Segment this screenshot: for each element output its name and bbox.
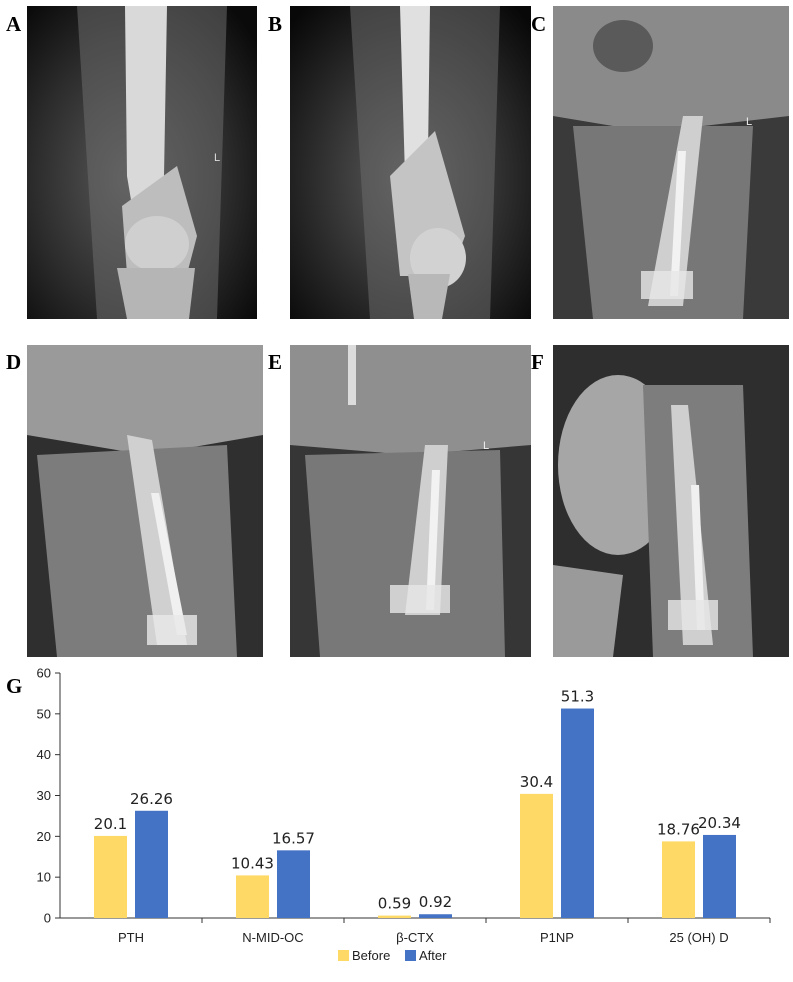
- bar-after: [135, 810, 168, 918]
- data-label: 10.43: [231, 854, 274, 872]
- y-tick-label: 50: [37, 706, 51, 721]
- xray-panel-e: L: [290, 345, 531, 657]
- panel-label-b: B: [268, 12, 283, 36]
- x-tick-label: PTH: [118, 930, 144, 945]
- side-marker-c: L: [746, 116, 753, 128]
- panel-label-f: F: [531, 350, 544, 374]
- x-tick-label: N-MID-OC: [242, 930, 303, 945]
- panel-label-a: A: [6, 12, 22, 36]
- y-tick-label: 30: [37, 788, 51, 803]
- xray-image-a: [27, 6, 257, 319]
- bar-after: [277, 850, 310, 918]
- xray-panel-c: L: [553, 6, 789, 319]
- xray-panel-b: [290, 6, 531, 319]
- xray-panel-a: L: [27, 6, 257, 319]
- bar-after: [703, 834, 736, 918]
- data-label: 51.3: [561, 688, 594, 706]
- bar-before: [662, 841, 695, 918]
- side-marker-a: L: [214, 152, 221, 164]
- bar-after: [419, 914, 452, 918]
- bar-before: [378, 915, 411, 918]
- y-tick-label: 10: [37, 870, 51, 885]
- data-label: 18.76: [657, 820, 700, 838]
- data-label: 0.59: [378, 895, 411, 913]
- data-label: 20.34: [698, 814, 741, 832]
- side-marker-e: L: [483, 440, 490, 452]
- data-label: 26.26: [130, 790, 173, 808]
- y-tick-label: 0: [44, 911, 51, 926]
- bar-after: [561, 708, 594, 918]
- y-tick-label: 40: [37, 747, 51, 762]
- legend-swatch-before: [338, 950, 349, 961]
- xray-image-b: [290, 6, 531, 319]
- x-tick-label: β-CTX: [396, 930, 434, 945]
- xray-image-e: [290, 345, 531, 657]
- chart-svg: 0 10 20 30 40 50 60 20.126.26 PTH 10.43 16.57 N-MID…: [37, 666, 771, 963]
- y-tick-label: 20: [37, 829, 51, 844]
- data-label: 0.92: [419, 893, 452, 911]
- y-tick-label: 60: [37, 666, 51, 681]
- panel-label-d: D: [6, 350, 22, 374]
- panel-label-g: G: [6, 674, 23, 698]
- legend-label-after: After: [419, 948, 447, 963]
- bone-marker-bar-chart: 0 10 20 30 40 50 60 20.1 26.26 PTH 10.43 16.57 N-MID…: [0, 660, 793, 982]
- x-tick-label: P1NP: [540, 930, 574, 945]
- legend-swatch-after: [405, 950, 416, 961]
- data-label: 20.1: [94, 815, 127, 833]
- legend-label-before: Before: [352, 948, 390, 963]
- xray-image-f: [553, 345, 789, 657]
- xray-panel-d: [27, 345, 263, 657]
- bar-before: [520, 793, 553, 918]
- xray-panel-f: [553, 345, 789, 657]
- data-label: 30.4: [520, 773, 553, 791]
- bar-before: [236, 875, 269, 918]
- xray-image-d: [27, 345, 263, 657]
- panel-label-e: E: [268, 350, 283, 374]
- bar-before: [94, 835, 127, 918]
- x-tick-label: 25 (OH) D: [669, 930, 728, 945]
- xray-image-c: [553, 6, 789, 319]
- panel-label-c: C: [531, 12, 547, 36]
- data-label: 16.57: [272, 829, 315, 847]
